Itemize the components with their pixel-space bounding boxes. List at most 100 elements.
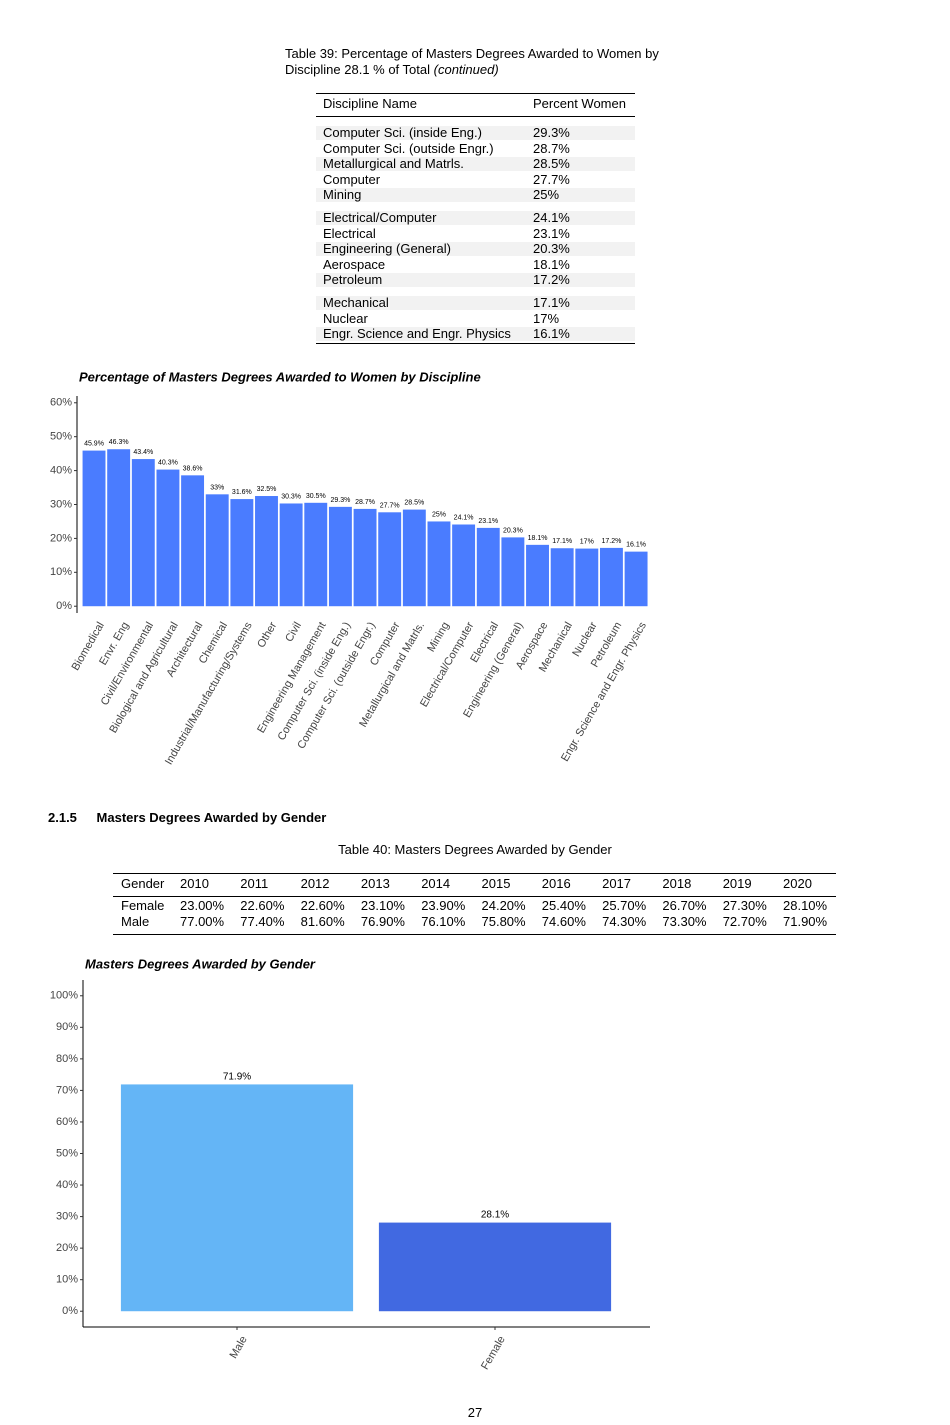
y-tick-label: 90% (56, 1021, 78, 1033)
y-tick-label: 60% (56, 1116, 78, 1128)
y-tick-label: 20% (50, 532, 72, 544)
table-cell: 17.2% (533, 272, 570, 288)
header-cell: 2018 (662, 876, 692, 891)
table-cell: Male (121, 914, 150, 929)
table-cell: 18.1% (533, 256, 570, 272)
bar (599, 547, 623, 607)
bar (131, 459, 155, 607)
value-label: 28.1% (481, 1210, 509, 1221)
value-label: 25% (432, 511, 446, 518)
value-label: 38.6% (183, 465, 203, 472)
value-label: 30.5% (306, 493, 326, 500)
table-cell: 74.30% (602, 914, 647, 929)
table-cell: Engr. Science and Engr. Physics (323, 326, 511, 342)
header-cell: 2017 (602, 876, 632, 891)
x-tick-label: Civil (283, 620, 304, 644)
bar (304, 502, 328, 607)
table-rule (316, 342, 635, 344)
table-cell: 22.60% (240, 898, 285, 913)
table-cell: 77.00% (180, 914, 225, 929)
value-label: 31.6% (232, 489, 252, 496)
value-label: 40.3% (158, 460, 178, 467)
bar (378, 512, 402, 607)
bar (501, 537, 525, 607)
table-cell: 23.00% (180, 898, 225, 913)
table-cell: 23.10% (360, 898, 405, 913)
row-stripe (316, 188, 635, 203)
value-label: 28.7% (355, 499, 375, 506)
y-tick-label: 20% (56, 1242, 78, 1254)
table-caption: Table 40: Masters Degrees Awarded by Gen… (338, 842, 612, 857)
y-tick-label: 10% (56, 1274, 78, 1286)
header-cell: 2012 (300, 876, 330, 891)
y-tick-label: 10% (50, 566, 72, 578)
bar (476, 527, 500, 607)
value-label: 29.3% (330, 497, 350, 504)
value-label: 17% (580, 539, 594, 546)
table-cell: 16.1% (533, 326, 570, 342)
table-cell: 76.10% (421, 914, 466, 929)
header-cell: 2019 (722, 876, 752, 891)
table-cell: 81.60% (300, 914, 345, 929)
value-label: 33% (210, 484, 224, 491)
header-cell: Percent Women (533, 96, 626, 111)
value-label: 45.9% (84, 441, 104, 448)
value-label: 18.1% (528, 535, 548, 542)
bar (107, 449, 131, 607)
section-title: Masters Degrees Awarded by Gender (96, 810, 327, 825)
table-cell: Mechanical (323, 295, 389, 310)
value-label: 27.7% (380, 502, 400, 509)
table-cell: Engineering (General) (323, 241, 451, 257)
header-cell: 2014 (421, 876, 451, 891)
table-cell: 73.30% (662, 914, 707, 929)
page-number: 27 (467, 1405, 483, 1420)
bar (181, 475, 205, 607)
y-tick-label: 60% (50, 397, 72, 409)
caption-text: Table 39: Percentage of Masters Degrees … (285, 46, 659, 77)
bar (624, 551, 648, 607)
x-tick-label: Other (255, 620, 279, 650)
section-heading: 2.1.5 Masters Degrees Awarded by Gender (48, 810, 326, 825)
table-cell: 72.70% (722, 914, 767, 929)
table-cell: 17% (533, 310, 560, 326)
table-cell: 28.7% (533, 140, 570, 156)
bar (328, 506, 352, 607)
x-tick-label: Mining (425, 620, 452, 654)
table-cell: Computer (323, 171, 381, 187)
table-cell: 74.60% (541, 914, 586, 929)
bar (378, 1222, 612, 1312)
header-cell: 2016 (541, 876, 571, 891)
table-cell: Metallurgical and Matrls. (323, 156, 464, 172)
caption-note: (continued) (433, 62, 499, 77)
bar (230, 499, 254, 607)
row-stripe (316, 157, 635, 172)
table-cell: 75.80% (481, 914, 526, 929)
table-cell: 25% (533, 187, 560, 203)
y-tick-label: 70% (56, 1084, 78, 1096)
table-cell: Electrical (323, 225, 376, 241)
header-cell: Gender (121, 876, 165, 891)
y-tick-label: 0% (62, 1305, 78, 1317)
value-label: 43.4% (133, 449, 153, 456)
table-rule (316, 116, 635, 117)
table-cell: 20.3% (533, 241, 570, 257)
table-cell: Electrical/Computer (323, 210, 437, 225)
bar (279, 503, 303, 607)
y-tick-label: 80% (56, 1053, 78, 1065)
y-tick-label: 50% (56, 1147, 78, 1159)
table-cell: 17.1% (533, 295, 570, 310)
row-stripe (316, 242, 635, 257)
bar (427, 521, 451, 607)
header-cell: 2013 (360, 876, 390, 891)
table-cell: Nuclear (323, 310, 368, 326)
table-cell: Petroleum (323, 272, 383, 288)
value-label: 17.2% (602, 538, 622, 545)
x-tick-label: Female (479, 1334, 508, 1372)
table-cell: 29.3% (533, 125, 570, 140)
table-cell: 27.7% (533, 171, 570, 187)
table-rule (113, 896, 836, 897)
value-label: 30.3% (281, 493, 301, 500)
bar (353, 508, 377, 607)
